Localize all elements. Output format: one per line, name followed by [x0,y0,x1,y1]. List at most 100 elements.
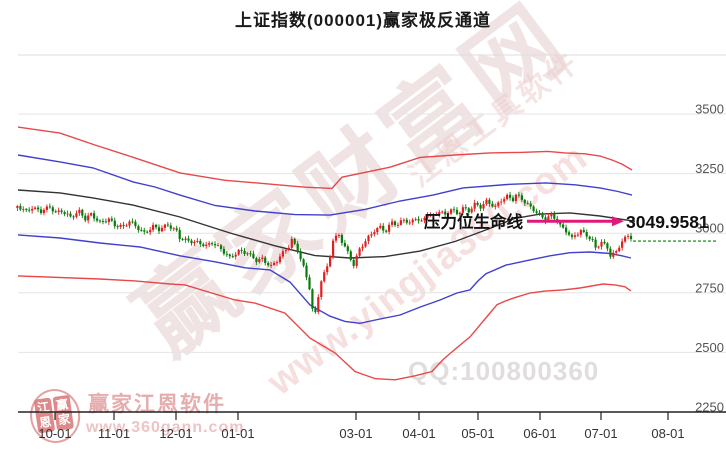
candle-body [532,206,535,212]
candle-body [458,212,461,215]
candle-body [181,239,184,240]
candle-body [523,199,526,204]
candle-body [355,255,358,266]
candle-body [423,217,426,221]
candle-body [28,209,31,211]
candle-body [334,235,338,241]
annotation-arrow-head [612,216,624,227]
candle-body [629,235,633,240]
candle-body [494,205,497,207]
candle-body [299,251,302,260]
candle-body [275,262,279,264]
candle-body [128,221,131,226]
candle-body [211,243,214,245]
candle-body [296,243,299,252]
candle-body [461,207,464,213]
candle-body [216,245,220,247]
candle-body [435,214,438,216]
candle-body [137,226,140,231]
y-axis-label: 3000 [695,221,724,236]
candle-body [503,199,506,202]
candle-body [550,213,553,217]
candle-body [414,219,417,221]
candle-body [190,240,193,244]
lifeline-middle [17,189,636,259]
candle-body [258,259,261,262]
candle-body [231,256,234,258]
candle-body [107,218,110,223]
candle-body [485,199,488,204]
candle-body [54,211,57,213]
candle-body [429,214,432,216]
candle-body [110,218,113,221]
candle-body [379,225,382,229]
candle-body [621,241,624,248]
candle-body [261,257,264,259]
candle-body [234,254,237,257]
candle-body [81,209,84,216]
candle-body [119,224,122,227]
candle-body [565,227,568,233]
candle-body [420,220,423,222]
candle-body [293,238,296,244]
candle-body [90,213,93,216]
candle-body [237,249,240,255]
candle-body [308,277,311,290]
candle-body [612,252,615,257]
candle-body [399,220,402,225]
candle-body [140,230,143,231]
y-axis-label: 3500 [695,102,724,117]
candle-body [267,263,270,266]
candle-body [579,230,582,235]
candle-body [615,251,618,253]
candle-body [34,207,37,209]
candle-body [606,243,609,249]
candle-body [246,253,249,255]
candle-body [585,232,588,237]
candle-body [452,209,456,211]
candle-body [500,201,503,203]
candle-body [72,216,75,218]
candle-body [39,209,43,213]
candle-body [243,250,246,254]
candle-body [202,244,205,246]
candle-body [219,245,223,249]
candle-body [603,241,606,244]
candle-body [426,215,429,218]
candle-body [157,227,161,232]
candle-body [104,221,107,223]
candle-body [364,241,367,247]
candle-body [45,206,48,210]
channel-line-lower-blue [17,234,632,325]
candle-body [75,213,78,217]
candle-body [544,217,547,222]
candle-body [352,259,355,266]
chart-title: 上证指数(000001)赢家极反通道 [234,11,492,30]
candle-body [278,256,282,263]
candle-body [116,226,119,228]
candle-body [541,213,544,218]
candle-body [358,248,361,256]
candle-body [559,222,562,225]
candle-body [125,225,128,227]
candle-body [113,220,116,227]
candle-body [535,211,538,213]
candle-body [349,251,352,260]
candle-body [155,224,158,228]
candle-body [290,238,293,248]
candle-body [600,241,603,247]
candle-body [370,234,373,236]
y-axis-label: 2250 [695,400,724,415]
candle-body [597,246,600,248]
candle-body [627,235,630,237]
candle-body [373,232,376,235]
candle-body [66,213,69,215]
candle-body [609,248,612,257]
candle-body [393,221,397,226]
candle-body [618,247,621,252]
candle-body [479,205,482,209]
candle-body [193,241,196,244]
candle-body [284,250,287,252]
x-axis-label: 11-01 [98,426,130,441]
